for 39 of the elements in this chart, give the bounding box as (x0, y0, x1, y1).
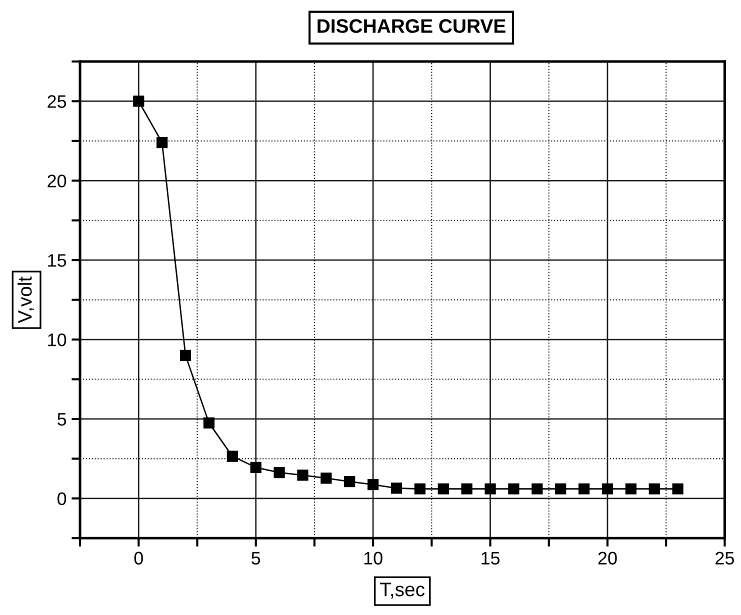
point (414, 483, 426, 494)
y-tick-label: 25 (48, 95, 66, 108)
point (461, 483, 472, 494)
point (250, 462, 262, 473)
point (156, 136, 168, 148)
y-tick-label: 10 (48, 333, 66, 346)
point (180, 350, 192, 361)
x-axis-title: T,sec (380, 582, 425, 599)
point (368, 479, 379, 490)
x-tick-label: 5 (252, 552, 260, 565)
y-axis-title: V,volt (18, 276, 34, 324)
point (508, 483, 520, 494)
point (344, 476, 356, 488)
point (133, 96, 144, 107)
point (226, 450, 238, 462)
point (320, 472, 332, 484)
point (438, 483, 449, 494)
y-tick-label: 0 (58, 492, 66, 506)
chart-title: DISCHARGE CURVE (318, 19, 506, 33)
point (484, 483, 496, 494)
x-tick-label: 25 (716, 552, 734, 565)
point (672, 483, 684, 494)
point (578, 483, 590, 494)
x-tick-label: 0 (134, 552, 143, 565)
y-tick-label: 5 (58, 413, 66, 426)
point (274, 466, 285, 478)
y-tick-label: 20 (48, 174, 66, 188)
y-tick-label: 15 (48, 254, 66, 267)
point (555, 483, 566, 494)
point (648, 483, 660, 494)
point (390, 482, 402, 494)
point (297, 470, 308, 481)
x-tick-label: 15 (482, 552, 500, 565)
point (532, 483, 543, 494)
point (625, 483, 636, 494)
point (602, 483, 614, 494)
x-tick-label: 10 (364, 552, 382, 565)
point (203, 417, 215, 428)
x-tick-label: 20 (598, 552, 617, 565)
